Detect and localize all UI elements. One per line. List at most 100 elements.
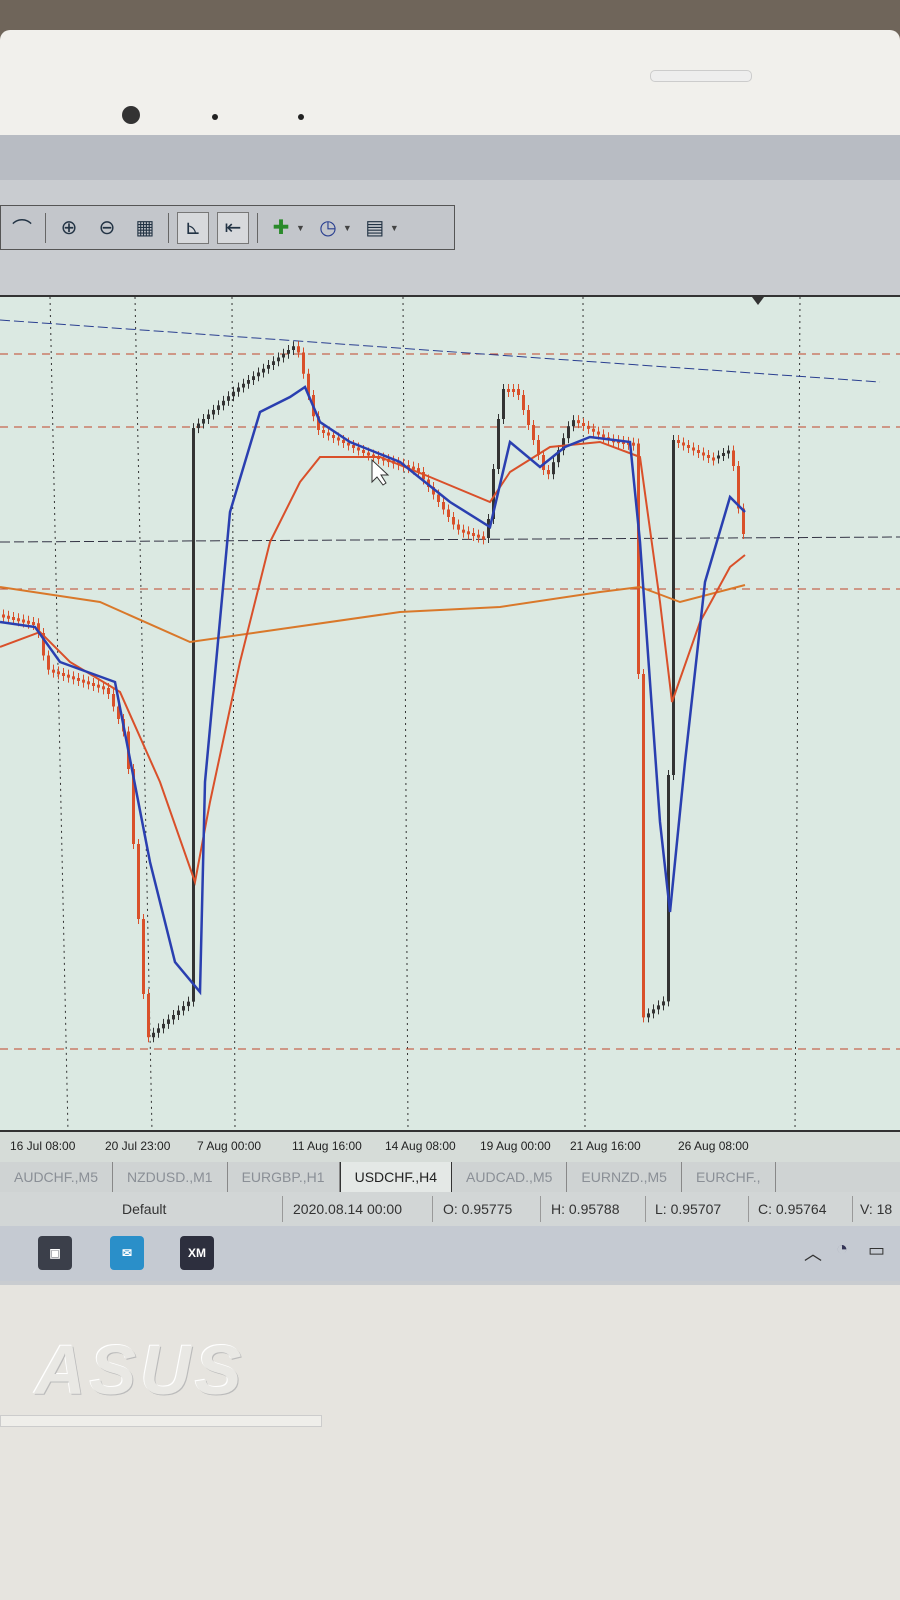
laptop-top-bezel	[0, 30, 900, 140]
divider	[645, 1196, 646, 1222]
line-chart-icon[interactable]: ⌒	[12, 219, 32, 241]
candle	[672, 440, 675, 775]
chart-tab[interactable]: NZDUSD.,M1	[113, 1162, 228, 1192]
bar-volume: V: 18	[860, 1201, 893, 1217]
candle	[457, 524, 460, 530]
candle	[532, 425, 535, 440]
level-line	[0, 536, 900, 543]
candle	[12, 617, 15, 620]
candle	[462, 529, 465, 533]
periods-clock-icon[interactable]: ◷	[319, 217, 337, 239]
candle	[197, 423, 200, 429]
mail-icon[interactable]: ✉	[110, 1236, 144, 1270]
candle	[117, 706, 120, 719]
store-icon[interactable]: ▣	[38, 1236, 72, 1270]
chevron-down-icon[interactable]: ▼	[296, 222, 305, 233]
candle	[177, 1010, 180, 1015]
candle	[602, 434, 605, 438]
candle	[272, 361, 275, 365]
chart-tab[interactable]: EURCHF.,	[682, 1162, 776, 1192]
candle	[207, 414, 210, 419]
candle	[637, 443, 640, 674]
candle	[282, 353, 285, 358]
candle	[107, 688, 110, 694]
candle	[182, 1006, 185, 1011]
chart-canvas[interactable]	[0, 296, 900, 1133]
candle	[677, 440, 680, 443]
candle	[697, 450, 700, 453]
battery-icon[interactable]: ▭	[868, 1240, 886, 1260]
chart-shift-icon[interactable]: ⊾	[177, 211, 209, 244]
candle	[687, 445, 690, 448]
bar-high: H: 0.95788	[551, 1201, 620, 1217]
templates-icon[interactable]: ▤	[365, 217, 385, 239]
candle	[682, 442, 685, 446]
candle	[247, 380, 250, 384]
candle	[737, 466, 740, 509]
candle	[152, 1032, 155, 1038]
grid-line	[134, 296, 153, 1133]
candle	[27, 620, 30, 624]
divider	[432, 1196, 433, 1222]
candle	[447, 509, 450, 517]
candle	[352, 445, 355, 448]
candle	[507, 389, 510, 392]
auto-scroll-icon[interactable]: ⇤	[217, 211, 249, 244]
chevron-down-icon[interactable]: ▼	[389, 222, 399, 233]
candle	[267, 365, 270, 369]
candle	[467, 531, 470, 535]
time-axis-label: 20 Jul 23:00	[105, 1139, 171, 1153]
candle	[722, 453, 725, 456]
candle	[147, 994, 150, 1038]
sensor	[212, 114, 218, 120]
chart-tab[interactable]: AUDCHF.,M5	[0, 1162, 114, 1192]
candle	[157, 1028, 160, 1033]
divider	[168, 212, 169, 243]
candle	[542, 455, 545, 470]
time-axis-label: 26 Aug 08:00	[678, 1139, 749, 1153]
candle	[487, 519, 490, 538]
candle	[87, 681, 90, 685]
candle	[67, 674, 70, 678]
candle	[407, 465, 410, 469]
candle	[102, 686, 105, 690]
candle	[332, 435, 335, 438]
chevron-up-icon[interactable]: ︿	[804, 1244, 822, 1264]
candle	[527, 410, 530, 425]
candle	[432, 487, 435, 495]
candle	[32, 622, 35, 625]
grid-line	[49, 296, 69, 1133]
chart-tab[interactable]: USDCHF.,H4	[339, 1162, 453, 1193]
candle	[347, 442, 350, 446]
candle	[37, 623, 40, 633]
time-axis-label: 11 Aug 16:00	[292, 1139, 362, 1153]
candle	[562, 438, 565, 451]
mid-ma-line	[0, 440, 746, 886]
add-indicator-icon[interactable]: ✚	[272, 217, 290, 239]
time-axis-label: 7 Aug 00:00	[197, 1139, 262, 1153]
screen: ⌒ ⊕ ⊖ ▦ ⊾ ⇤ ✚ ▼ ◷ ▼ ▤ ▼ 16 Jul 08:00 20 Jul …	[0, 135, 900, 1285]
candle	[257, 372, 260, 377]
candle	[492, 469, 495, 519]
candle	[237, 387, 240, 392]
price-chart[interactable]	[0, 295, 900, 1133]
candle	[17, 618, 20, 622]
chevron-down-icon[interactable]: ▼	[342, 222, 352, 233]
candle	[627, 441, 630, 445]
title-bar	[0, 135, 900, 180]
tile-windows-icon[interactable]: ▦	[135, 217, 155, 239]
xm-app-icon[interactable]: XM	[180, 1236, 214, 1270]
candle	[647, 1013, 650, 1018]
candle	[62, 673, 65, 676]
chart-tab[interactable]: EURNZD.,M5	[567, 1162, 682, 1192]
candle	[522, 395, 525, 410]
zoom-out-icon[interactable]: ⊖	[98, 217, 116, 239]
candle	[512, 389, 515, 392]
candle	[7, 615, 10, 619]
chart-tab[interactable]: EURGBP.,H1	[228, 1162, 340, 1192]
candle	[552, 462, 555, 475]
zoom-in-icon[interactable]: ⊕	[60, 217, 78, 239]
candle	[342, 440, 345, 443]
network-icon[interactable]: ◔	[836, 1238, 849, 1260]
chart-tab[interactable]: AUDCAD.,M5	[452, 1162, 568, 1192]
